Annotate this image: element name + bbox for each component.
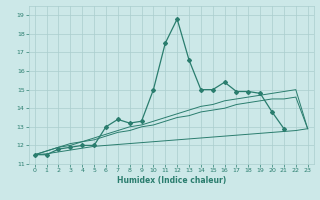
X-axis label: Humidex (Indice chaleur): Humidex (Indice chaleur)	[116, 176, 226, 185]
